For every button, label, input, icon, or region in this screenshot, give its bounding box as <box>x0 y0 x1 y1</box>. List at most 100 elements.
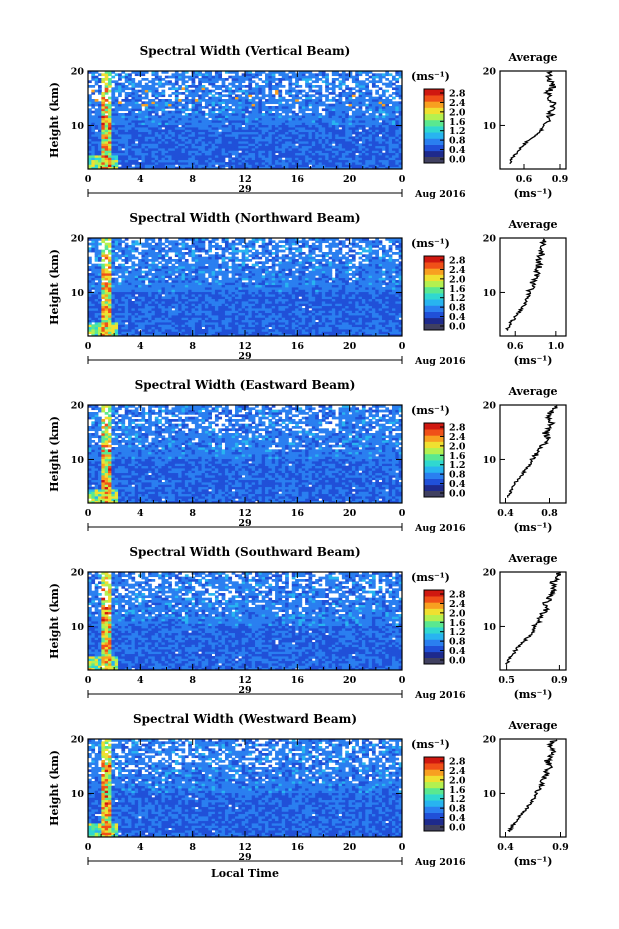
heatmap-cell <box>212 136 216 139</box>
heatmap-cell <box>385 146 389 149</box>
heatmap-cell <box>369 162 373 165</box>
heatmap-cell <box>228 150 232 153</box>
heatmap-cell <box>212 164 216 167</box>
heatmap-cell <box>325 132 329 135</box>
heatmap-cell <box>131 108 135 111</box>
heatmap-cell <box>385 162 389 165</box>
heatmap-cell <box>308 108 312 111</box>
heatmap-cell <box>282 108 286 111</box>
heatmap-cell <box>228 315 232 318</box>
heatmap-cell <box>215 162 219 165</box>
heatmap-cell <box>245 90 249 93</box>
heatmap-cell <box>359 101 363 104</box>
heatmap-cell <box>339 303 343 306</box>
heatmap-cell <box>282 76 286 79</box>
heatmap-cell <box>288 141 292 144</box>
heatmap-cell <box>218 122 222 125</box>
heatmap-cell <box>242 317 246 320</box>
heatmap-cell <box>105 141 109 144</box>
heatmap-cell <box>392 306 396 309</box>
heatmap-cell <box>161 90 165 93</box>
heatmap-cell <box>349 92 353 95</box>
heatmap-cell <box>208 315 212 318</box>
heatmap-cell <box>178 85 182 88</box>
heatmap-cell <box>238 160 242 163</box>
heatmap-cell <box>349 313 353 316</box>
heatmap-cell <box>175 104 179 107</box>
heatmap-cell <box>308 313 312 316</box>
heatmap-cell <box>392 164 396 167</box>
heatmap-cell <box>228 303 232 306</box>
heatmap-cell <box>178 315 182 318</box>
heatmap-cell <box>232 160 236 163</box>
heatmap-cell <box>362 113 366 116</box>
heatmap-cell <box>98 317 102 320</box>
heatmap-cell <box>101 120 105 123</box>
heatmap-cell <box>225 120 229 123</box>
heatmap-cell <box>329 303 333 306</box>
heatmap-cell <box>145 85 149 88</box>
heatmap-cell <box>215 306 219 309</box>
heatmap-cell <box>292 317 296 320</box>
heatmap-cell <box>198 122 202 125</box>
heatmap-cell <box>292 162 296 165</box>
heatmap-cell <box>298 143 302 146</box>
heatmap-cell <box>172 129 176 132</box>
heatmap-cell <box>335 157 339 160</box>
heatmap-cell <box>329 127 333 130</box>
x-tick-label: 0 <box>399 174 406 185</box>
heatmap-cell <box>185 315 189 318</box>
heatmap-cell <box>131 310 135 313</box>
heatmap-cell <box>198 306 202 309</box>
heatmap-cell <box>302 132 306 135</box>
heatmap-cell <box>121 104 125 107</box>
heatmap-cell <box>131 87 135 90</box>
heatmap-cell <box>278 160 282 163</box>
heatmap-cell <box>222 143 226 146</box>
heatmap-cell <box>111 129 115 132</box>
heatmap-cell <box>349 157 353 160</box>
heatmap-cell <box>329 329 333 332</box>
heatmap-cell <box>205 141 209 144</box>
heatmap-cell <box>138 313 142 316</box>
heatmap-cell <box>315 115 319 118</box>
heatmap-cell <box>111 146 115 149</box>
heatmap-cell <box>195 329 199 332</box>
heatmap-cell <box>235 111 239 114</box>
heatmap-cell <box>168 162 172 165</box>
heatmap-cell <box>312 136 316 139</box>
heatmap-cell <box>315 317 319 320</box>
heatmap-cell <box>195 162 199 165</box>
heatmap-cell <box>292 134 296 137</box>
heatmap-cell <box>228 301 232 304</box>
heatmap-cell <box>335 113 339 116</box>
heatmap-cell <box>288 83 292 86</box>
heatmap-cell <box>225 139 229 142</box>
heatmap-cell <box>325 111 329 114</box>
heatmap-cell <box>208 113 212 116</box>
heatmap-cell <box>265 303 269 306</box>
heatmap-cell <box>215 313 219 316</box>
average-profile: Average20100.6 0.9(ms⁻¹) <box>483 51 569 200</box>
heatmap-cell <box>98 90 102 93</box>
heatmap-cell <box>128 310 132 313</box>
heatmap-cell <box>288 120 292 123</box>
heatmap-cell <box>235 299 239 302</box>
heatmap-cell <box>182 299 186 302</box>
heatmap-cell <box>125 315 129 318</box>
heatmap-cell <box>318 122 322 125</box>
heatmap-cell <box>222 85 226 88</box>
heatmap-cell <box>372 148 376 151</box>
heatmap-cell <box>272 327 276 330</box>
heatmap-cell <box>382 127 386 130</box>
heatmap-cell <box>151 115 155 118</box>
heatmap-cell <box>322 127 326 130</box>
heatmap-cell <box>295 150 299 153</box>
heatmap-cell <box>141 324 145 327</box>
heatmap-cell <box>288 301 292 304</box>
heatmap-cell <box>265 313 269 316</box>
heatmap-cell <box>145 78 149 81</box>
heatmap-cell <box>228 118 232 121</box>
heatmap-cell <box>145 315 149 318</box>
heatmap-cell <box>105 108 109 111</box>
